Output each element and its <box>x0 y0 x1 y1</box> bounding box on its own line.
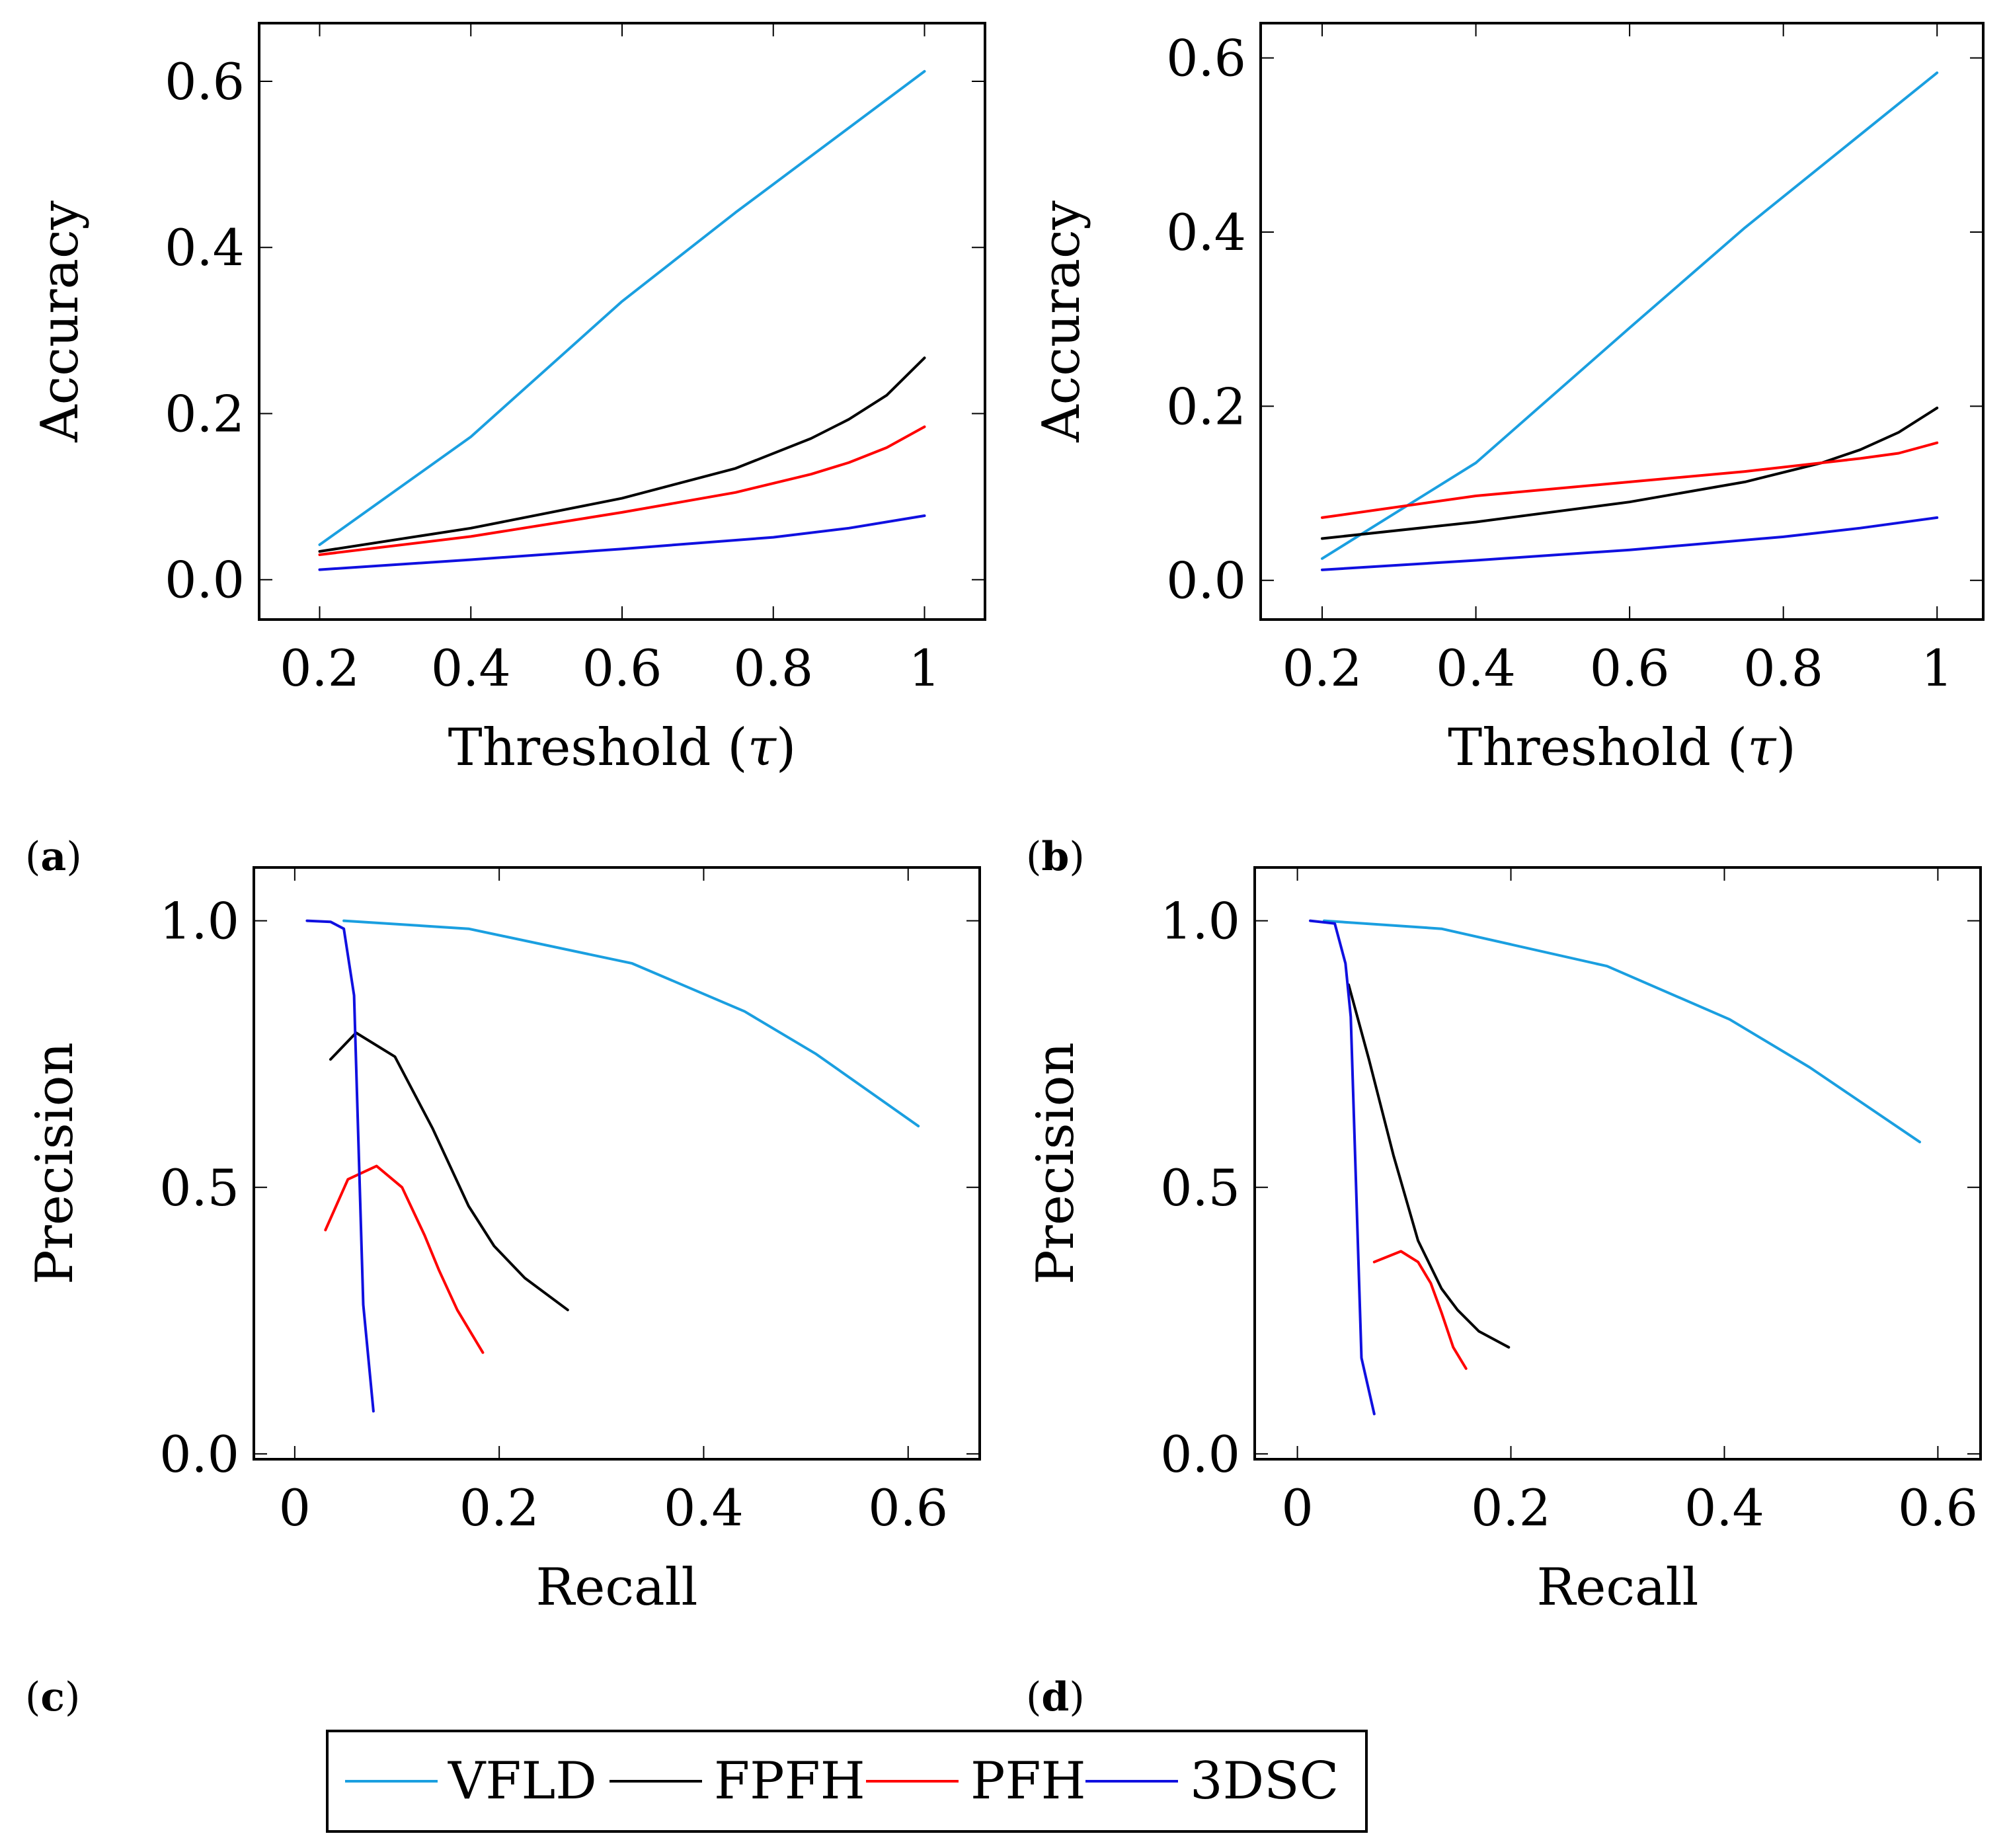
y-axis-label-d: Precision <box>1026 1042 1085 1285</box>
y-tick-label-a: 0.2 <box>165 384 245 443</box>
x-tick-label-a: 0.8 <box>733 639 813 698</box>
series-line-fpfh-a <box>318 356 926 553</box>
y-tick-label-d: 0.0 <box>1160 1425 1240 1484</box>
y-axis-label-b: Accuracy <box>1032 200 1091 442</box>
chart-panel-d: 0 0.2 0.4 0.6 0.0 0.5 1.0 Recall Precision <box>1026 866 1982 1617</box>
series-line-pfh-c <box>324 1164 485 1354</box>
series-line-pfh-d <box>1372 1250 1468 1370</box>
series-line-3dsc-c <box>305 919 375 1413</box>
series-line-3dsc-d <box>1309 919 1376 1416</box>
plot-frame-c <box>253 866 981 1461</box>
plot-frame-b <box>1259 22 1985 621</box>
x-axis-label-a: Threshold (τ) <box>448 718 797 778</box>
chart-panel-c: 0 0.2 0.4 0.6 0.0 0.5 1.0 Recall Precision <box>25 866 981 1617</box>
x-tick-label-a: 0.6 <box>582 639 662 698</box>
x-tick-label-b: 0.8 <box>1743 639 1823 698</box>
y-tick-label-c: 0.0 <box>159 1425 239 1484</box>
x-axis-label-d: Recall <box>1537 1558 1699 1617</box>
x-tick-label-b: 0.6 <box>1590 639 1670 698</box>
x-tick-label-a: 0.4 <box>431 639 511 698</box>
legend: VFLD FPFH PFH 3DSC <box>326 1730 1368 1833</box>
series-line-3dsc-a <box>318 514 926 571</box>
x-tick-label-d: 0.2 <box>1471 1478 1551 1537</box>
y-tick-label-a: 0.0 <box>165 551 245 610</box>
series-line-fpfh-c <box>329 1031 569 1312</box>
y-tick-label-d: 0.5 <box>1160 1158 1240 1217</box>
series-line-vfld-c <box>342 919 920 1128</box>
y-tick-label-c: 0.5 <box>159 1158 239 1217</box>
y-tick-label-d: 1.0 <box>1160 892 1240 951</box>
series-line-fpfh-d <box>1347 983 1511 1349</box>
y-tick-label-a: 0.4 <box>165 218 245 277</box>
series-line-fpfh-b <box>1321 407 1939 540</box>
x-tick-label-d: 0 <box>1281 1478 1313 1537</box>
plot-frame-d <box>1253 866 1982 1461</box>
x-tick-label-d: 0.6 <box>1898 1478 1978 1537</box>
x-axis-label-b: Threshold (τ) <box>1448 718 1796 778</box>
chart-panel-b: 0.2 0.4 0.6 0.8 1 0.0 0.2 0.4 0.6 Threshold (τ) Ac… <box>1032 22 1985 778</box>
series-line-vfld-d <box>1323 919 1921 1144</box>
x-tick-label-a: 0.2 <box>280 639 360 698</box>
x-axis-label-c: Recall <box>536 1558 698 1617</box>
y-tick-label-a: 0.6 <box>165 52 245 111</box>
y-tick-label-b: 0.0 <box>1166 551 1246 610</box>
series-line-vfld-a <box>318 69 926 546</box>
series-line-pfh-b <box>1321 441 1939 519</box>
x-tick-label-c: 0.4 <box>664 1478 744 1537</box>
x-tick-label-c: 0.2 <box>459 1478 539 1537</box>
x-tick-label-c: 0 <box>279 1478 311 1537</box>
legend-label-pfh: PFH <box>970 1751 1086 1811</box>
x-tick-label-a: 1 <box>908 639 940 698</box>
panel-label-a: (a) <box>25 834 82 880</box>
y-tick-label-b: 0.6 <box>1166 29 1246 88</box>
x-tick-label-b: 1 <box>1921 639 1953 698</box>
legend-label-vfld: VFLD <box>448 1751 597 1811</box>
x-tick-label-c: 0.6 <box>868 1478 948 1537</box>
series-line-pfh-a <box>318 425 926 556</box>
legend-label-fpfh: FPFH <box>714 1751 865 1811</box>
y-tick-label-b: 0.4 <box>1166 203 1246 262</box>
chart-panel-a: 0.2 0.4 0.6 0.8 1 0.0 0.2 0.4 0.6 Threshold (τ) Ac… <box>30 22 986 778</box>
y-axis-label-c: Precision <box>25 1042 85 1285</box>
y-tick-label-b: 0.2 <box>1166 377 1246 436</box>
series-line-vfld-b <box>1321 71 1939 560</box>
panels-group: 0.2 0.4 0.6 0.8 1 0.0 0.2 0.4 0.6 Threshold (τ) Ac… <box>25 22 1985 1617</box>
panel-label-d: (d) <box>1026 1674 1085 1720</box>
legend-box <box>326 1730 1368 1833</box>
panel-label-b: (b) <box>1026 834 1085 880</box>
panel-label-c: (c) <box>25 1674 80 1720</box>
x-tick-label-b: 0.4 <box>1436 639 1516 698</box>
x-tick-label-d: 0.4 <box>1684 1478 1764 1537</box>
y-tick-label-c: 1.0 <box>159 892 239 951</box>
legend-label-3dsc: 3DSC <box>1190 1751 1339 1811</box>
plot-frame-a <box>258 22 986 621</box>
x-tick-label-b: 0.2 <box>1282 639 1362 698</box>
series-line-3dsc-b <box>1321 516 1939 571</box>
y-axis-label-a: Accuracy <box>30 200 90 442</box>
